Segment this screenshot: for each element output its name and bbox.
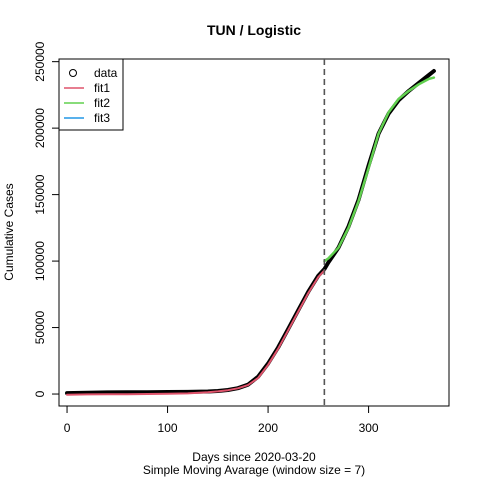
series-fit1 bbox=[66, 269, 326, 396]
x-axis: 0 100 200 300 bbox=[64, 405, 379, 435]
y-tick-label: 150000 bbox=[33, 174, 47, 214]
y-axis-title: Cumulative Cases bbox=[2, 183, 16, 280]
y-axis: 0 50000 100000 150000 200000 250000 bbox=[33, 41, 60, 397]
series-fit2 bbox=[323, 76, 436, 263]
y-tick-label: 0 bbox=[33, 390, 47, 397]
y-tick-label: 100000 bbox=[33, 241, 47, 281]
legend-label-fit1: fit1 bbox=[94, 81, 110, 95]
y-tick-label: 200000 bbox=[33, 108, 47, 148]
x-tick-label: 300 bbox=[359, 421, 379, 435]
legend-label-data: data bbox=[94, 66, 118, 80]
x-axis-title: Days since 2020-03-20 bbox=[192, 450, 316, 464]
x-axis-subtitle: Simple Moving Avarage (window size = 7) bbox=[143, 463, 365, 477]
chart-title: TUN / Logistic bbox=[207, 22, 301, 38]
legend-symbol-data bbox=[69, 69, 77, 77]
series-layer bbox=[65, 69, 436, 396]
x-tick-label: 0 bbox=[64, 421, 71, 435]
y-tick-label: 250000 bbox=[33, 41, 47, 81]
x-tick-label: 100 bbox=[158, 421, 178, 435]
y-tick-label: 50000 bbox=[33, 311, 47, 345]
legend-label-fit2: fit2 bbox=[94, 96, 110, 110]
x-tick-label: 200 bbox=[258, 421, 278, 435]
legend-label-fit3: fit3 bbox=[94, 111, 110, 125]
